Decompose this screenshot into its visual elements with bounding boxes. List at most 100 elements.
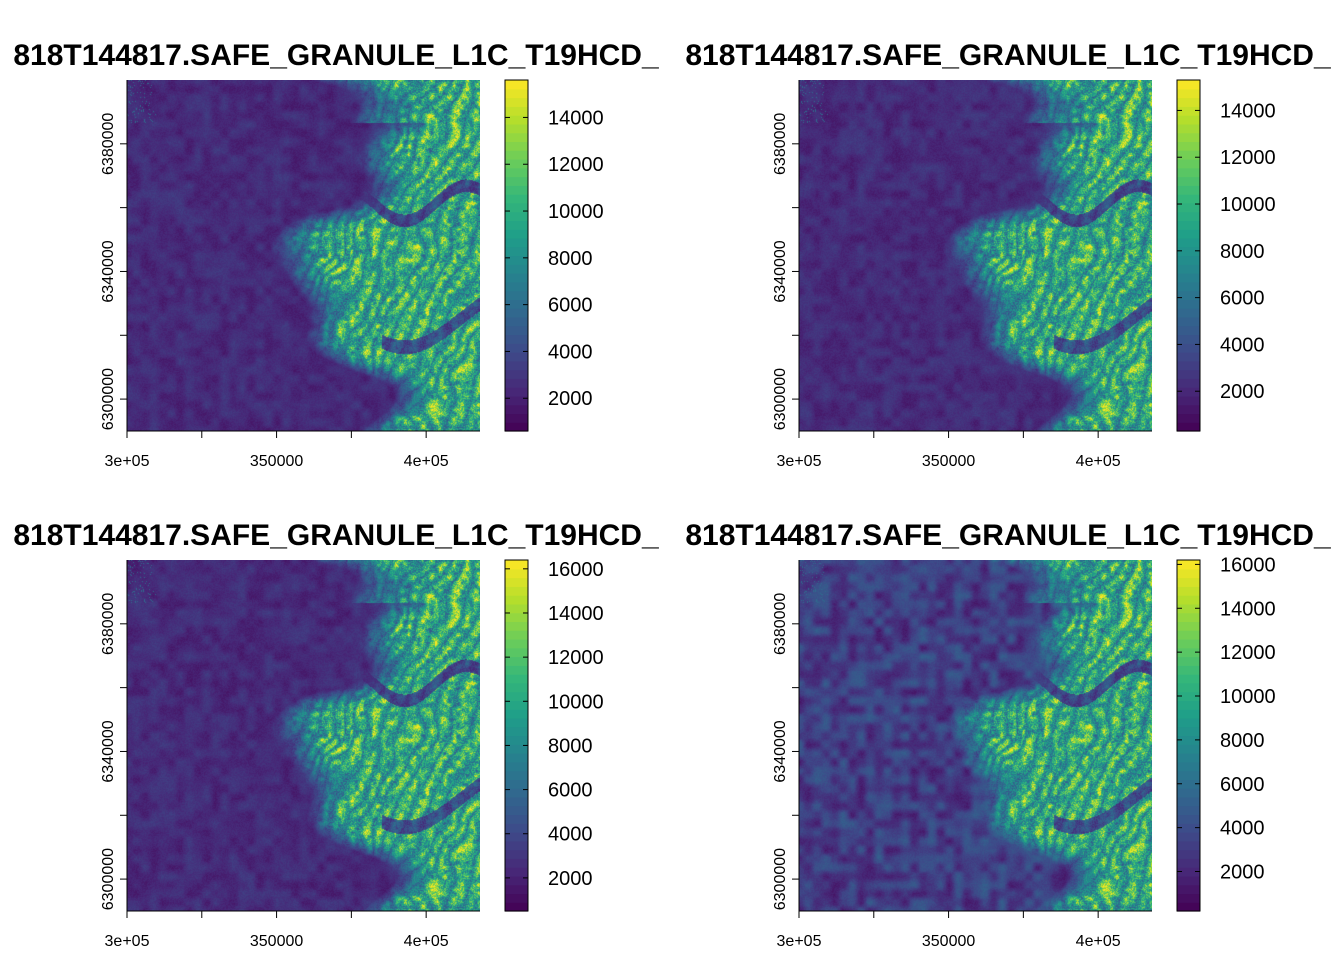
colorbar-segment xyxy=(1177,194,1200,204)
colorbar-segment xyxy=(1177,106,1200,116)
colorbar-segment xyxy=(1177,788,1200,798)
panel-3: 818T144817.SAFE_GRANULE_L1C_T19HCD_ 3e+05… xyxy=(13,519,659,950)
colorbar-segment xyxy=(1177,603,1200,614)
colorbar-segment xyxy=(1177,779,1200,789)
colorbar-segment xyxy=(505,194,528,204)
y-tick-label: 6380000 xyxy=(772,113,789,175)
colorbar-segment xyxy=(505,387,528,397)
colorbar-segment xyxy=(1177,290,1200,300)
colorbar-segment xyxy=(1177,404,1200,415)
colorbar-segment xyxy=(505,325,528,336)
colorbar-segment xyxy=(505,656,528,666)
colorbar-segment xyxy=(1177,867,1200,877)
colorbar-tick-label: 14000 xyxy=(1220,100,1276,122)
colorbar-segment xyxy=(505,884,528,895)
y-tick-label: 6300000 xyxy=(100,848,117,910)
x-tick-label: 350000 xyxy=(922,933,975,950)
colorbar-segment xyxy=(505,744,528,754)
colorbar-segment xyxy=(505,779,528,789)
colorbar-segment xyxy=(505,674,528,684)
colorbar-segment xyxy=(1177,176,1200,186)
colorbar-segment xyxy=(505,726,528,737)
y-tick-label: 6340000 xyxy=(772,720,789,782)
colorbar-tick-label: 2000 xyxy=(548,868,593,890)
colorbar-segment xyxy=(505,176,528,186)
x-tick-label: 3e+05 xyxy=(777,453,822,470)
colorbar-segment xyxy=(1177,875,1200,886)
colorbar-tick-label: 2000 xyxy=(1220,862,1265,884)
colorbar-segment xyxy=(1177,387,1200,397)
colorbar-segment xyxy=(1177,858,1200,868)
colorbar-segment xyxy=(505,761,528,772)
colorbar-segment xyxy=(505,630,528,640)
colorbar-segment xyxy=(1177,735,1200,745)
colorbar-segment xyxy=(505,299,528,309)
colorbar-segment xyxy=(1177,360,1200,371)
colorbar-segment xyxy=(1177,691,1200,701)
colorbar-tick-label: 10000 xyxy=(1220,686,1276,708)
colorbar-segment xyxy=(1177,395,1200,406)
colorbar-tick-label: 14000 xyxy=(548,107,604,129)
colorbar-segment xyxy=(505,753,528,763)
colorbar-segment xyxy=(505,902,528,912)
colorbar-segment xyxy=(1177,586,1200,596)
colorbar-segment xyxy=(505,246,528,257)
colorbar-segment xyxy=(1177,246,1200,257)
colorbar-segment xyxy=(1177,761,1200,772)
colorbar-tick-label: 10000 xyxy=(548,691,604,713)
colorbar-segment xyxy=(505,413,528,423)
colorbar-segment xyxy=(505,185,528,195)
y-tick-label: 6300000 xyxy=(100,368,117,430)
colorbar-segment xyxy=(505,255,528,265)
colorbar-segment xyxy=(1177,770,1200,780)
colorbar-segment xyxy=(1177,884,1200,895)
colorbar-segment xyxy=(505,237,528,248)
colorbar-segment xyxy=(505,334,528,344)
colorbar-segment xyxy=(1177,141,1200,151)
colorbar-segment xyxy=(1177,325,1200,336)
colorbar-segment xyxy=(505,893,528,903)
colorbar-segment xyxy=(1177,744,1200,754)
colorbar-segment xyxy=(505,273,528,283)
colorbar-frame xyxy=(1176,559,1201,912)
colorbar-segment xyxy=(1177,299,1200,309)
x-tick-label: 350000 xyxy=(250,933,303,950)
colorbar-segment xyxy=(505,281,528,292)
colorbar-segment xyxy=(505,220,528,230)
colorbar-segment xyxy=(1177,682,1200,693)
colorbar-tick-label: 8000 xyxy=(1220,730,1265,752)
colorbar-segment xyxy=(505,360,528,371)
colorbar-segment xyxy=(505,88,528,99)
panel-4: 818T144817.SAFE_GRANULE_L1C_T19HCD_ 3e+05… xyxy=(685,519,1331,950)
colorbar-segment xyxy=(1177,717,1200,728)
colorbar-segment xyxy=(1177,185,1200,195)
colorbar-segment xyxy=(1177,656,1200,666)
colorbar-segment xyxy=(1177,796,1200,807)
colorbar-segment xyxy=(505,595,528,605)
colorbar-segment xyxy=(1177,316,1200,327)
colorbar-tick-label: 4000 xyxy=(1220,334,1265,356)
colorbar-segment xyxy=(1177,255,1200,265)
colorbar-segment xyxy=(1177,638,1200,649)
colorbar-tick-label: 4000 xyxy=(548,341,593,363)
colorbar-segment xyxy=(1177,273,1200,283)
colorbar-segment xyxy=(505,132,528,143)
colorbar-segment xyxy=(505,352,528,362)
colorbar-segment xyxy=(505,211,528,221)
colorbar-tick-label: 4000 xyxy=(1220,818,1265,840)
y-tick-label: 6340000 xyxy=(100,720,117,782)
colorbar-segment xyxy=(1177,665,1200,675)
y-tick-label: 6380000 xyxy=(100,113,117,175)
colorbar-segment xyxy=(1177,97,1200,107)
colorbar-segment xyxy=(505,290,528,300)
x-tick-label: 350000 xyxy=(922,453,975,470)
colorbar-segment xyxy=(505,577,528,587)
colorbar-segment xyxy=(1177,709,1200,719)
colorbar-segment xyxy=(505,422,528,432)
colorbar-tick-label: 10000 xyxy=(1220,194,1276,216)
colorbar-tick-label: 12000 xyxy=(1220,147,1276,169)
colorbar-tick-label: 2000 xyxy=(548,388,593,410)
colorbar-segment xyxy=(505,343,528,353)
colorbar-segment xyxy=(1177,893,1200,903)
colorbar-segment xyxy=(505,735,528,745)
